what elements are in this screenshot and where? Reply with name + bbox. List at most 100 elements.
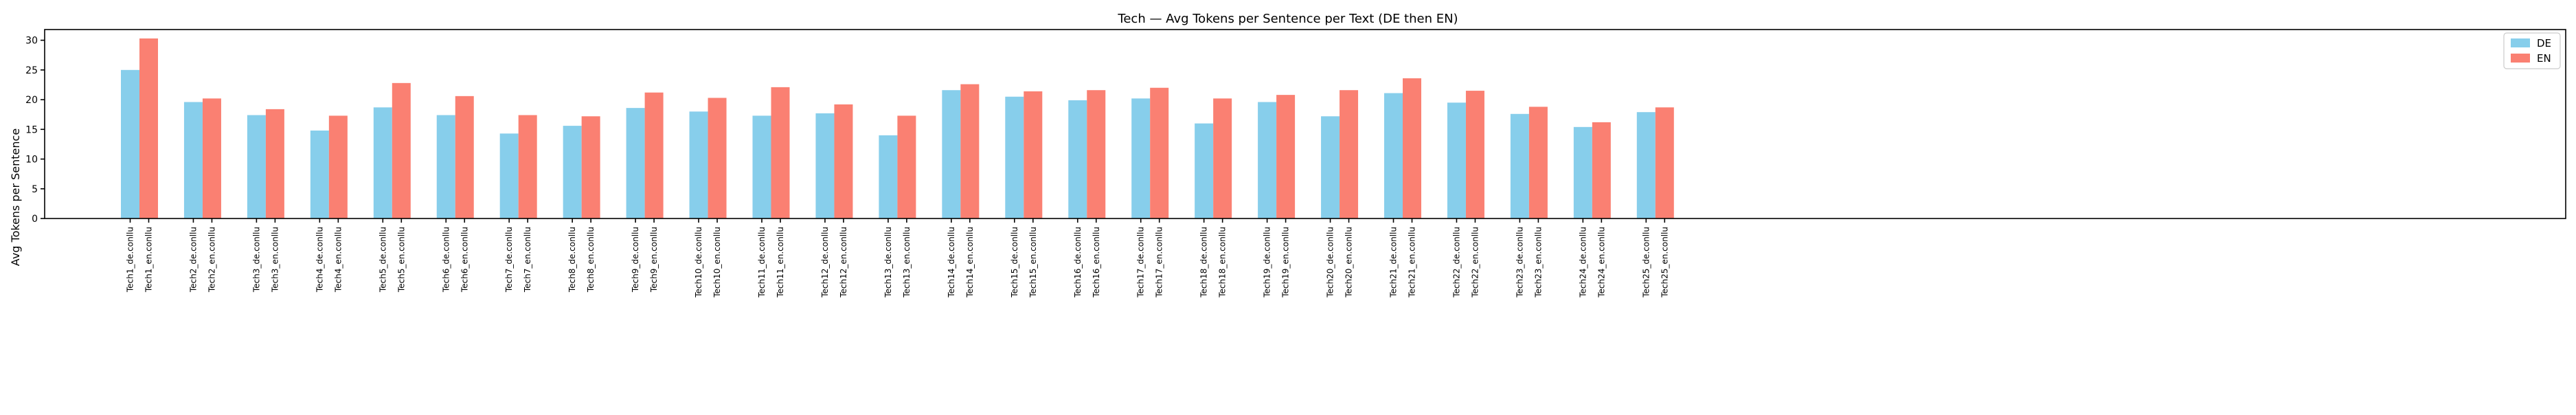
bar-de-tech7 bbox=[499, 133, 519, 218]
x-tick-label: Tech8_en.conllu bbox=[586, 227, 596, 293]
bar-de-tech5 bbox=[373, 107, 392, 218]
y-tick-label: 30 bbox=[25, 36, 38, 47]
y-tick-label: 0 bbox=[32, 214, 38, 225]
x-tick-label: Tech7_en.conllu bbox=[523, 227, 532, 293]
bar-de-tech11 bbox=[752, 115, 771, 218]
x-tick-label: Tech11_de.conllu bbox=[757, 227, 767, 298]
bar-de-tech6 bbox=[436, 115, 455, 218]
bar-en-tech8 bbox=[581, 116, 600, 218]
x-tick-label: Tech23_en.conllu bbox=[1533, 227, 1543, 298]
y-tick-label: 20 bbox=[25, 95, 38, 106]
bar-en-tech19 bbox=[1276, 95, 1296, 218]
bar-de-tech10 bbox=[689, 111, 708, 218]
x-tick-label: Tech17_de.conllu bbox=[1136, 227, 1146, 298]
bar-en-tech4 bbox=[328, 115, 348, 218]
x-tick-label: Tech8_de.conllu bbox=[567, 227, 577, 293]
bar-de-tech14 bbox=[942, 90, 961, 218]
x-tick-label: Tech13_de.conllu bbox=[883, 227, 893, 298]
y-tick-label: 25 bbox=[25, 65, 38, 76]
bar-en-tech25 bbox=[1655, 107, 1674, 218]
bar-de-tech3 bbox=[247, 115, 266, 218]
x-tick-label: Tech15_de.conllu bbox=[1010, 227, 1019, 298]
bar-en-tech17 bbox=[1150, 87, 1169, 218]
y-axis-label: Avg Tokens per Sentence bbox=[9, 128, 22, 266]
bar-de-tech18 bbox=[1195, 123, 1214, 218]
bar-de-tech4 bbox=[310, 131, 329, 218]
bar-de-tech21 bbox=[1384, 93, 1403, 218]
bar-en-tech9 bbox=[644, 92, 664, 218]
bar-en-tech14 bbox=[960, 84, 980, 218]
x-tick-label: Tech17_en.conllu bbox=[1155, 227, 1164, 298]
bar-en-tech15 bbox=[1024, 91, 1043, 218]
x-tick-label: Tech14_en.conllu bbox=[965, 227, 975, 298]
bar-de-tech1 bbox=[121, 69, 139, 218]
x-tick-label: Tech24_de.conllu bbox=[1578, 227, 1588, 298]
y-tick-label: 10 bbox=[25, 155, 38, 166]
x-tick-label: Tech12_de.conllu bbox=[820, 227, 830, 298]
legend-swatch-de bbox=[2511, 38, 2530, 47]
x-tick-label: Tech10_en.conllu bbox=[712, 227, 722, 298]
bar-en-tech3 bbox=[265, 109, 284, 218]
x-tick-label: Tech13_en.conllu bbox=[902, 227, 912, 298]
bar-en-tech13 bbox=[897, 115, 916, 218]
x-tick-label: Tech19_en.conllu bbox=[1281, 227, 1291, 298]
x-tick-label: Tech11_en.conllu bbox=[776, 227, 785, 298]
plot-frame bbox=[44, 29, 2566, 219]
bar-en-tech7 bbox=[518, 115, 537, 218]
x-tick-label: Tech24_en.conllu bbox=[1596, 227, 1606, 298]
x-tick-label: Tech16_de.conllu bbox=[1073, 227, 1083, 298]
bar-de-tech24 bbox=[1573, 126, 1592, 218]
x-tick-label: Tech3_de.conllu bbox=[251, 227, 261, 293]
x-tick-label: Tech3_en.conllu bbox=[270, 227, 280, 293]
x-tick-label: Tech1_en.conllu bbox=[144, 227, 154, 293]
x-tick-label: Tech25_de.conllu bbox=[1641, 227, 1651, 298]
y-tick-label: 15 bbox=[25, 124, 38, 135]
bar-de-tech16 bbox=[1068, 100, 1087, 218]
bar-de-tech13 bbox=[879, 135, 898, 218]
legend-label-en: EN bbox=[2537, 52, 2551, 65]
x-tick-label: Tech20_en.conllu bbox=[1344, 227, 1354, 298]
x-tick-label: Tech20_de.conllu bbox=[1326, 227, 1335, 298]
x-tick-label: Tech9_de.conllu bbox=[631, 227, 640, 293]
bar-en-tech16 bbox=[1087, 90, 1106, 218]
bar-de-tech23 bbox=[1510, 113, 1529, 218]
bar-en-tech1 bbox=[139, 38, 158, 218]
bar-en-tech18 bbox=[1213, 98, 1232, 218]
bar-en-tech2 bbox=[202, 98, 221, 218]
bar-en-tech5 bbox=[392, 82, 411, 218]
bar-de-tech19 bbox=[1258, 102, 1277, 218]
bar-en-tech24 bbox=[1592, 122, 1611, 218]
bar-en-tech6 bbox=[455, 96, 474, 218]
bar-de-tech25 bbox=[1636, 112, 1656, 218]
x-tick-label: Tech19_de.conllu bbox=[1263, 227, 1272, 298]
bar-de-tech22 bbox=[1447, 102, 1466, 218]
bar-de-tech8 bbox=[563, 126, 582, 218]
x-tick-label: Tech6_en.conllu bbox=[460, 227, 469, 293]
bar-de-tech12 bbox=[815, 113, 835, 218]
x-tick-label: Tech5_en.conllu bbox=[396, 227, 406, 293]
x-tick-label: Tech25_en.conllu bbox=[1660, 227, 1669, 298]
x-tick-label: Tech21_de.conllu bbox=[1389, 227, 1399, 298]
x-tick-label: Tech21_en.conllu bbox=[1408, 227, 1417, 298]
legend: DE EN bbox=[2503, 32, 2561, 69]
bar-en-tech12 bbox=[834, 104, 853, 218]
bar-en-tech11 bbox=[771, 87, 790, 218]
legend-box bbox=[2503, 32, 2561, 69]
x-tick-label: Tech5_de.conllu bbox=[378, 227, 387, 293]
x-tick-label: Tech12_en.conllu bbox=[839, 227, 848, 298]
x-tick-label: Tech16_en.conllu bbox=[1092, 227, 1101, 298]
bar-en-tech23 bbox=[1528, 106, 1548, 218]
legend-swatch-en bbox=[2511, 54, 2530, 63]
x-tick-label: Tech14_de.conllu bbox=[947, 227, 956, 298]
bar-en-tech10 bbox=[708, 98, 727, 218]
bar-en-tech22 bbox=[1465, 91, 1484, 218]
bar-de-tech17 bbox=[1131, 98, 1151, 218]
x-tick-label: Tech10_de.conllu bbox=[694, 227, 703, 298]
y-tick-label: 5 bbox=[32, 184, 38, 195]
x-tick-label: Tech15_en.conllu bbox=[1028, 227, 1038, 298]
chart-title: Tech — Avg Tokens per Sentence per Text … bbox=[1117, 12, 1458, 26]
x-tick-label: Tech4_de.conllu bbox=[315, 227, 324, 293]
x-tick-label: Tech18_en.conllu bbox=[1218, 227, 1228, 298]
bar-de-tech9 bbox=[626, 108, 645, 218]
